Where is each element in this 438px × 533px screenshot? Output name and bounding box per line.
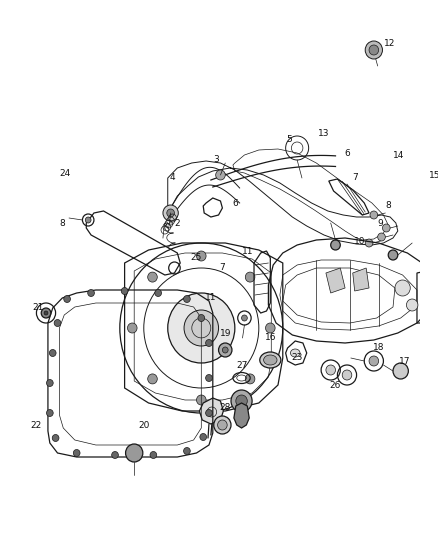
Text: 17: 17 (399, 357, 410, 366)
Text: 19: 19 (219, 328, 231, 337)
Circle shape (73, 449, 80, 456)
Circle shape (395, 280, 410, 296)
Text: 27: 27 (236, 361, 247, 370)
Circle shape (369, 45, 378, 55)
Text: 20: 20 (138, 421, 149, 430)
Text: 5: 5 (286, 135, 292, 144)
Circle shape (112, 451, 118, 458)
Text: 28: 28 (219, 403, 231, 413)
Text: 12: 12 (384, 38, 395, 47)
Circle shape (245, 272, 255, 282)
Circle shape (242, 315, 247, 321)
Text: 7: 7 (352, 174, 357, 182)
Circle shape (236, 395, 247, 407)
Circle shape (215, 170, 225, 180)
Circle shape (41, 308, 51, 318)
Text: 10: 10 (354, 237, 365, 246)
Text: 22: 22 (31, 421, 42, 430)
Circle shape (370, 211, 378, 219)
Text: 2: 2 (174, 219, 180, 228)
Circle shape (382, 224, 390, 232)
Circle shape (184, 310, 219, 346)
Polygon shape (353, 268, 369, 291)
Circle shape (64, 295, 71, 303)
Circle shape (342, 370, 352, 380)
Circle shape (406, 299, 418, 311)
Text: 9: 9 (378, 219, 383, 228)
Circle shape (378, 233, 385, 241)
Circle shape (46, 409, 53, 416)
Circle shape (388, 250, 398, 260)
Text: 3: 3 (213, 156, 219, 165)
Text: 24: 24 (60, 168, 71, 177)
Polygon shape (326, 268, 345, 293)
Circle shape (49, 350, 56, 357)
Polygon shape (199, 398, 223, 424)
Text: 21: 21 (33, 303, 44, 312)
Text: 8: 8 (385, 201, 391, 211)
Circle shape (121, 287, 128, 295)
Text: 26: 26 (330, 381, 341, 390)
Text: 8: 8 (60, 219, 65, 228)
Ellipse shape (290, 349, 300, 357)
Circle shape (88, 289, 95, 296)
Text: 13: 13 (318, 128, 330, 138)
Text: 15: 15 (429, 171, 438, 180)
Circle shape (218, 420, 227, 430)
Text: 18: 18 (373, 343, 385, 351)
Circle shape (265, 323, 275, 333)
Text: 11: 11 (242, 246, 253, 255)
Circle shape (197, 251, 206, 261)
Circle shape (331, 240, 340, 250)
Text: 6: 6 (232, 198, 238, 207)
Circle shape (148, 374, 157, 384)
Polygon shape (234, 403, 249, 428)
Circle shape (150, 451, 157, 458)
Circle shape (163, 205, 178, 221)
Circle shape (184, 448, 190, 455)
Text: 16: 16 (265, 333, 276, 342)
Circle shape (198, 314, 205, 321)
Circle shape (205, 409, 212, 416)
Circle shape (54, 319, 61, 327)
Text: 7: 7 (219, 263, 225, 272)
Circle shape (44, 311, 48, 315)
Circle shape (393, 363, 408, 379)
Circle shape (369, 356, 378, 366)
Text: 4: 4 (170, 174, 175, 182)
Text: 23: 23 (291, 353, 303, 362)
Text: 25: 25 (191, 254, 202, 262)
Circle shape (219, 343, 232, 357)
Circle shape (52, 434, 59, 441)
Circle shape (231, 390, 252, 412)
Circle shape (46, 379, 53, 386)
Circle shape (205, 340, 212, 346)
Circle shape (365, 239, 373, 247)
Circle shape (126, 444, 143, 462)
Ellipse shape (260, 352, 281, 368)
Circle shape (85, 217, 91, 223)
Circle shape (127, 323, 137, 333)
Circle shape (155, 289, 162, 296)
Ellipse shape (264, 355, 277, 365)
Circle shape (200, 433, 207, 440)
Circle shape (245, 374, 255, 384)
Circle shape (365, 41, 382, 59)
Text: 14: 14 (393, 150, 404, 159)
Circle shape (205, 375, 212, 382)
Circle shape (168, 293, 235, 363)
Circle shape (223, 347, 228, 353)
Circle shape (148, 272, 157, 282)
Circle shape (214, 416, 231, 434)
Circle shape (326, 365, 336, 375)
Circle shape (184, 295, 190, 303)
Circle shape (197, 395, 206, 405)
Circle shape (167, 209, 174, 217)
Text: 6: 6 (344, 149, 350, 157)
Text: 11: 11 (205, 294, 217, 303)
